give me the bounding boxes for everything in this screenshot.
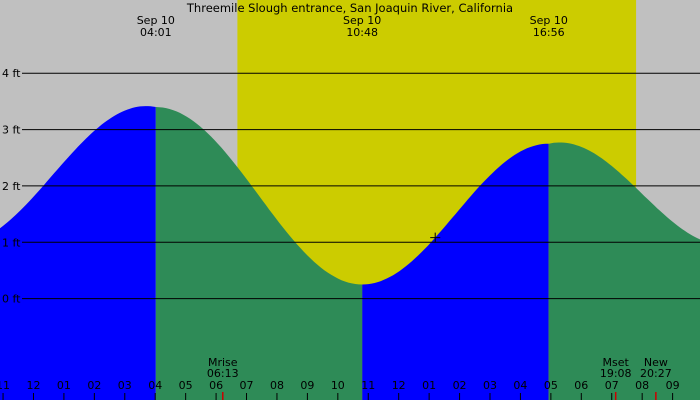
x-tick-label: 06	[209, 379, 223, 392]
tide-event-time: 16:56	[533, 26, 565, 39]
rising-tide-segment	[0, 106, 156, 400]
tide-area	[0, 106, 700, 400]
x-tick-label: 01	[57, 379, 71, 392]
falling-tide-segment	[155, 107, 363, 400]
x-tick-label: 06	[574, 379, 588, 392]
y-tick-label: 4 ft	[2, 67, 21, 80]
y-tick-label: 1 ft	[2, 236, 21, 249]
current-time-marker	[430, 232, 441, 243]
x-tick-label: 11	[0, 379, 10, 392]
tide-event-date: Sep 10	[137, 14, 175, 27]
y-tick-label: 2 ft	[2, 180, 21, 193]
x-tick-label: 07	[605, 379, 619, 392]
x-tick-label: 12	[392, 379, 406, 392]
x-tick-label: 12	[26, 379, 40, 392]
x-tick-label: 05	[544, 379, 558, 392]
x-tick-label: 01	[422, 379, 436, 392]
moon-event-label: Mrise	[208, 356, 238, 369]
x-tick-label: 11	[361, 379, 375, 392]
y-tick-label: 0 ft	[2, 293, 21, 306]
x-tick-label: 04	[513, 379, 527, 392]
x-tick-label: 08	[270, 379, 284, 392]
x-tick-label: 02	[453, 379, 467, 392]
x-tick-label: 02	[87, 379, 101, 392]
tide-event-time: 10:48	[346, 26, 378, 39]
moon-event-label: New	[644, 356, 668, 369]
x-tick-label: 10	[331, 379, 345, 392]
x-tick-label: 04	[148, 379, 162, 392]
moon-event-time: 19:08	[600, 367, 632, 380]
moon-event-label: Mset	[603, 356, 630, 369]
x-tick-label: 09	[300, 379, 314, 392]
moon-event-time: 06:13	[207, 367, 239, 380]
chart-title: Threemile Slough entrance, San Joaquin R…	[186, 1, 513, 15]
y-tick-label: 3 ft	[2, 124, 21, 137]
tide-event-date: Sep 10	[530, 14, 568, 27]
x-tick-label: 09	[666, 379, 680, 392]
tide-event-time: 04:01	[140, 26, 172, 39]
height-gridlines	[22, 72, 700, 300]
x-tick-label: 03	[483, 379, 497, 392]
x-axis-hour-ticks: 11 12 01 02 03 04 05 06 07 08 09 10 11 12 01 02 03 04 05 06…	[0, 379, 680, 400]
x-tick-label: 07	[240, 379, 254, 392]
tide-event-date: Sep 10	[343, 14, 381, 27]
x-tick-label: 08	[635, 379, 649, 392]
falling-tide-segment	[548, 142, 700, 400]
rising-tide-segment	[362, 143, 549, 400]
x-tick-label: 05	[179, 379, 193, 392]
x-tick-label: 03	[118, 379, 132, 392]
moon-event-time: 20:27	[640, 367, 672, 380]
y-axis-labels: 0 ft 1 ft 2 ft 3 ft 4 ft	[2, 67, 21, 305]
